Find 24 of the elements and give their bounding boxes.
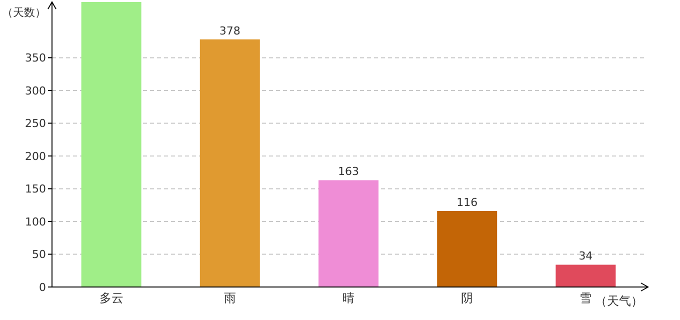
y-tick-label: 200 bbox=[25, 150, 46, 163]
x-axis-title: （天气） bbox=[595, 294, 643, 308]
bar bbox=[200, 39, 260, 287]
x-tick-label: 雪 bbox=[580, 291, 592, 305]
bar bbox=[318, 180, 378, 287]
y-tick-label: 50 bbox=[32, 248, 46, 262]
bar bbox=[437, 211, 498, 287]
x-tick-label: 多云 bbox=[99, 291, 124, 305]
y-tick-label: 250 bbox=[25, 117, 46, 130]
data-label: 34 bbox=[578, 250, 593, 263]
bar bbox=[81, 2, 142, 287]
y-axis-title: （天数） bbox=[2, 6, 46, 19]
data-label: 116 bbox=[456, 196, 478, 209]
y-tick-label: 100 bbox=[25, 215, 46, 228]
y-tick-label: 0 bbox=[39, 281, 46, 294]
y-tick-label: 150 bbox=[25, 182, 46, 196]
bar bbox=[556, 264, 616, 287]
y-tick-label: 300 bbox=[25, 84, 46, 98]
x-tick-label: 晴 bbox=[342, 291, 354, 305]
data-label: 163 bbox=[338, 165, 359, 178]
x-tick-label: 雨 bbox=[224, 291, 236, 305]
y-tick-label: 350 bbox=[25, 52, 46, 65]
data-label: 378 bbox=[219, 24, 240, 38]
x-tick-label: 阴 bbox=[461, 291, 474, 305]
